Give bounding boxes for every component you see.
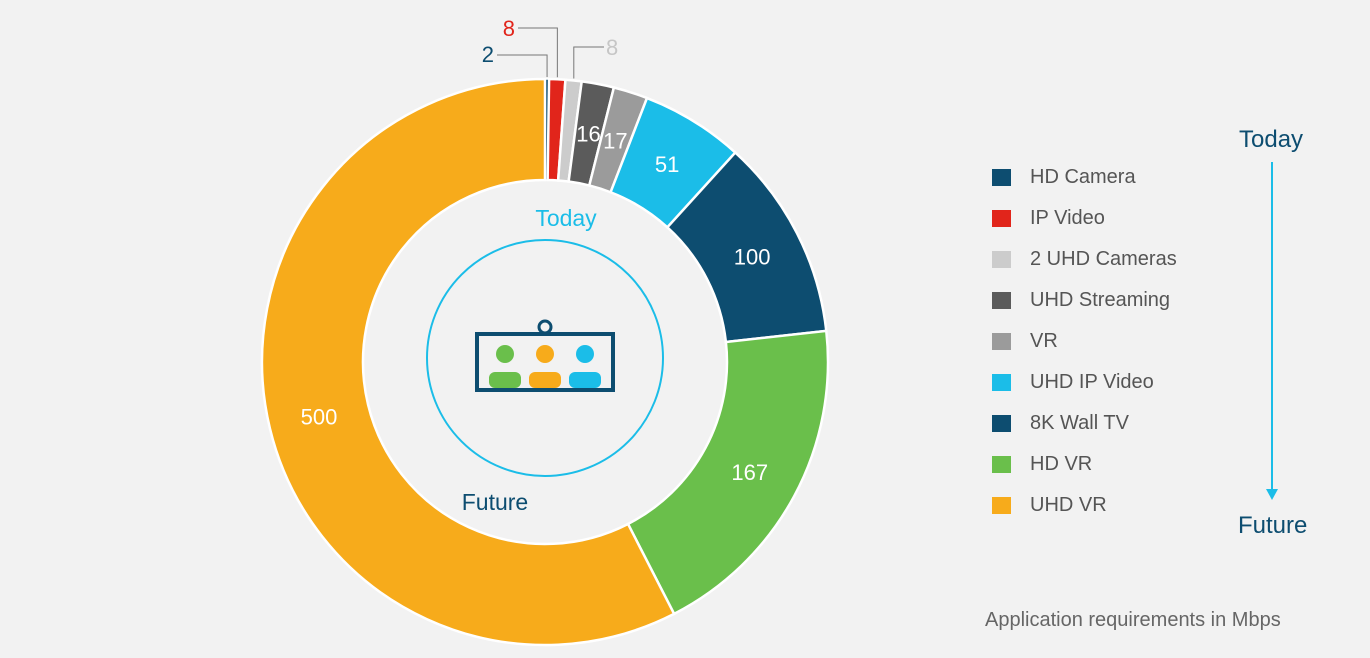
center-today-label: Today [535, 205, 597, 231]
legend-swatch [992, 333, 1011, 350]
segment-hd-vr [626, 329, 830, 616]
legend-item: UHD Streaming [992, 280, 1177, 321]
legend-item: UHD VR [992, 485, 1177, 526]
value-label: 8 [606, 35, 618, 60]
callout-line [573, 46, 604, 79]
legend-item: VR [992, 321, 1177, 362]
legend-swatch [992, 292, 1011, 309]
legend-item: UHD IP Video [992, 362, 1177, 403]
legend-label: UHD VR [1030, 494, 1107, 516]
legend-swatch [992, 456, 1011, 473]
timeline-future-label: Future [1238, 512, 1308, 539]
value-label: 17 [603, 128, 627, 153]
value-label: 500 [301, 405, 338, 430]
legend-label: HD VR [1030, 453, 1093, 475]
value-label: 2 [482, 42, 494, 67]
value-label: 16 [576, 122, 600, 147]
timeline-arrow-icon [1266, 162, 1278, 500]
legend-swatch [992, 497, 1011, 514]
legend-item: IP Video [992, 198, 1177, 239]
legend-label: UHD IP Video [1030, 371, 1154, 393]
legend-label: UHD Streaming [1030, 289, 1171, 311]
legend-swatch [992, 415, 1011, 432]
value-label: 8 [503, 16, 515, 41]
value-label: 167 [731, 460, 768, 485]
legend-label: HD Camera [1030, 166, 1136, 188]
callout-line [518, 27, 558, 78]
value-label: 51 [655, 152, 679, 177]
legend-item: HD Camera [992, 157, 1177, 198]
donut-segments [260, 77, 830, 647]
callout-line [497, 54, 548, 78]
value-label: 100 [734, 244, 771, 269]
legend-label: VR [1030, 330, 1058, 352]
legend-swatch [992, 374, 1011, 391]
legend-swatch [992, 251, 1011, 268]
legend-item: 8K Wall TV [992, 403, 1177, 444]
timeline-today-label: Today [1239, 126, 1304, 153]
legend-swatch [992, 210, 1011, 227]
legend-label: IP Video [1030, 207, 1105, 229]
legend-item: HD VR [992, 444, 1177, 485]
center-future-label: Future [462, 489, 528, 515]
callout-lines [497, 27, 604, 79]
legend: HD Camera IP Video 2 UHD Cameras UHD Str… [992, 157, 1177, 526]
video-conference-icon [475, 319, 615, 392]
legend-swatch [992, 169, 1011, 186]
today-ring [426, 239, 664, 477]
legend-label: 8K Wall TV [1030, 412, 1129, 434]
legend-label: 2 UHD Cameras [1030, 248, 1177, 270]
legend-item: 2 UHD Cameras [992, 239, 1177, 280]
footnote: Application requirements in Mbps [985, 609, 1281, 631]
segment-uhd-vr [260, 77, 676, 647]
